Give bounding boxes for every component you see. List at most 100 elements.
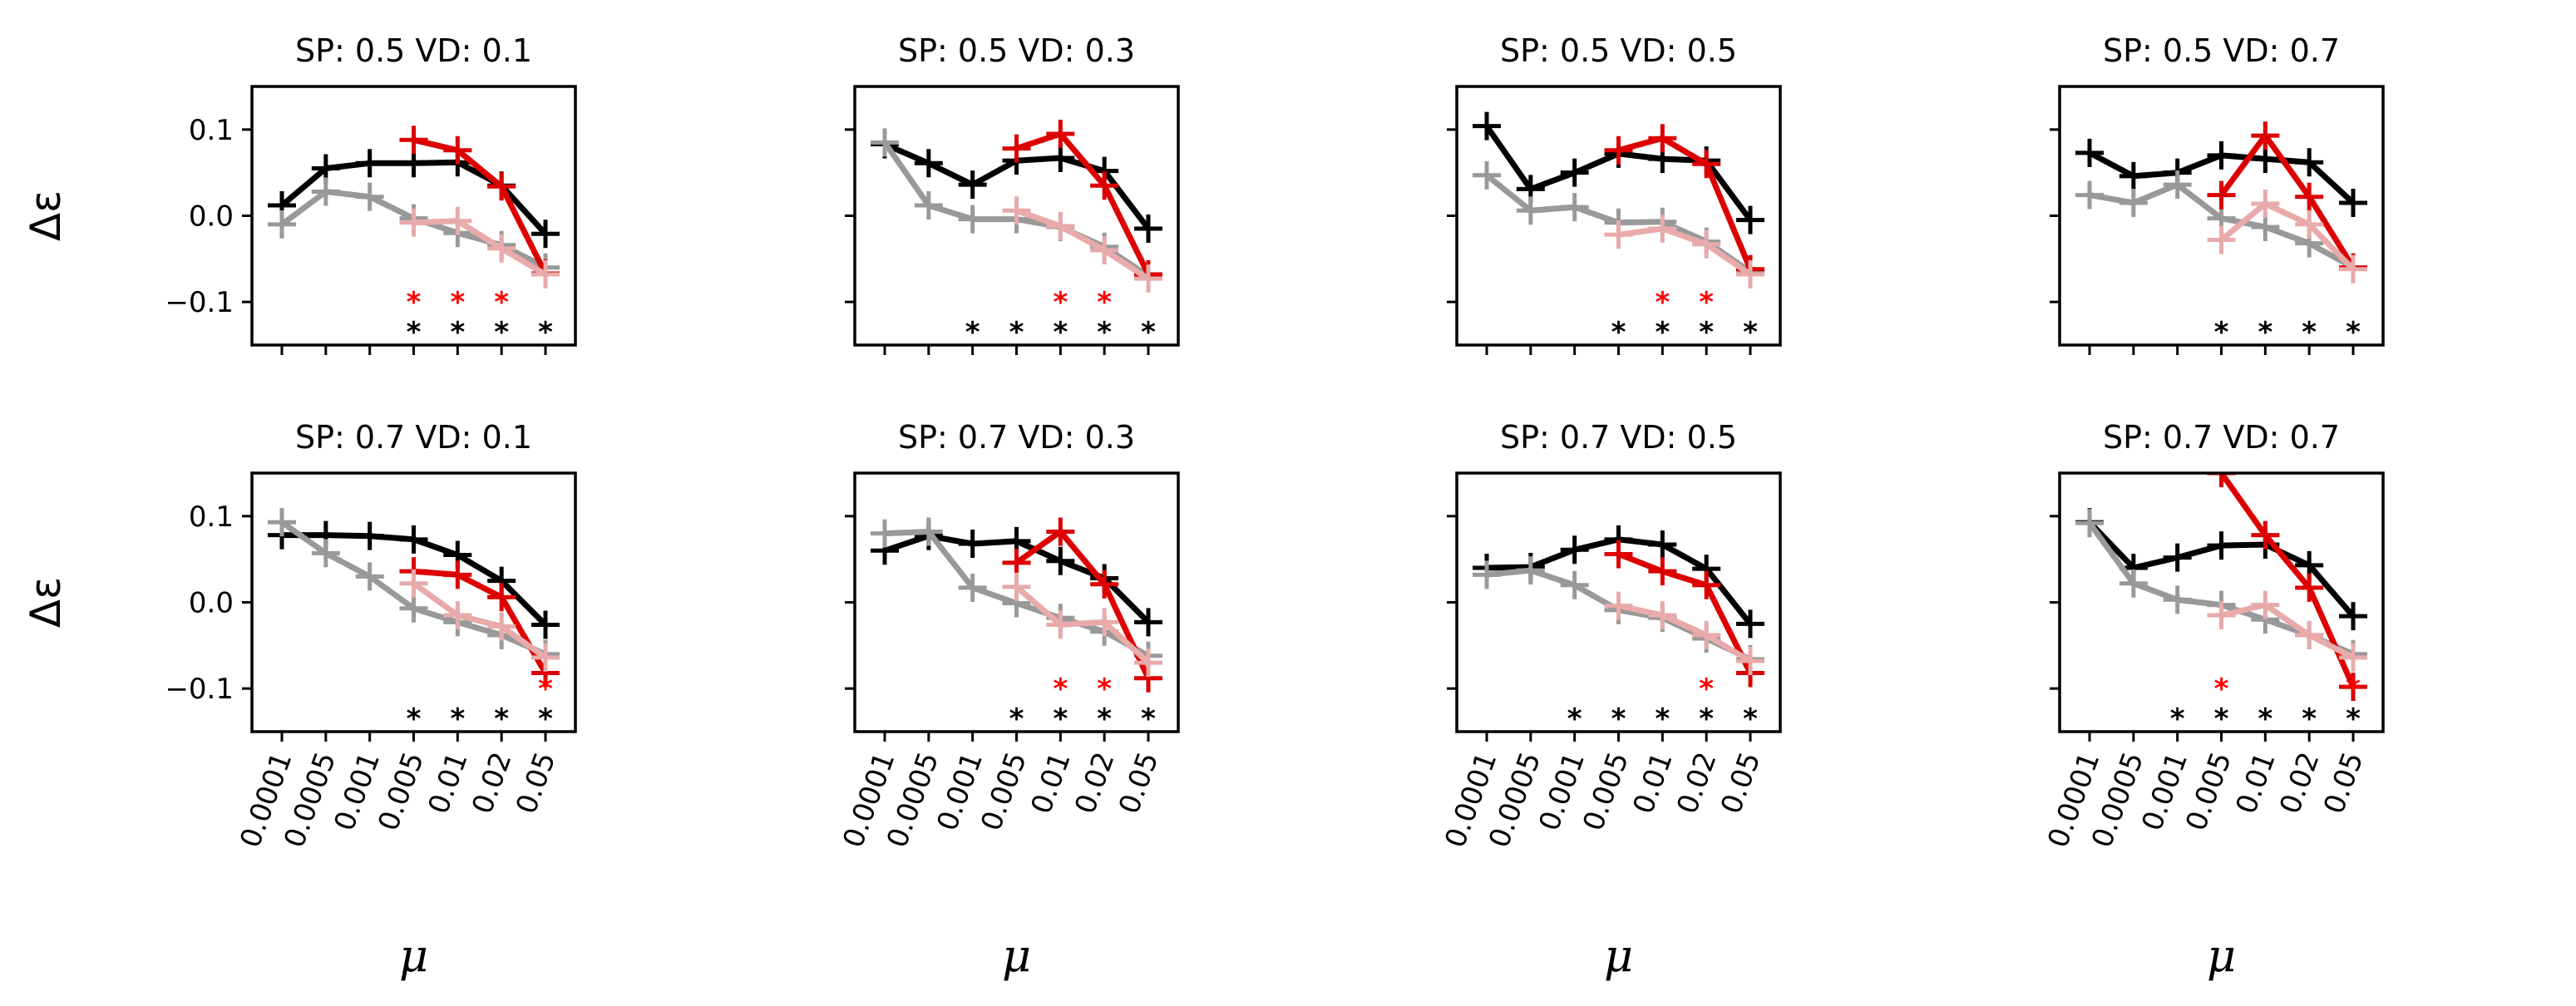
significance-star-black: *: [1053, 316, 1068, 349]
subplot-title: SP: 0.5 VD: 0.3: [898, 32, 1135, 69]
data-point-marker: [1090, 570, 1119, 599]
data-point-marker: [1046, 211, 1075, 240]
series-line-pink_series: [1617, 603, 1752, 664]
data-point-marker: [2295, 573, 2324, 602]
data-point-marker: [268, 508, 296, 537]
plot-area: [1473, 525, 1764, 688]
significance-star-black: *: [2258, 316, 2273, 349]
significance-star-red: *: [1655, 286, 1670, 319]
data-point-marker: [2207, 141, 2236, 170]
subplot-title: SP: 0.5 VD: 0.5: [1500, 32, 1737, 69]
series-line-pink_series: [1015, 207, 1150, 282]
data-point-marker: [1560, 158, 1589, 187]
significance-star-black: *: [1743, 316, 1758, 349]
significance-star-black: *: [2346, 316, 2361, 349]
significance-star-black: *: [1141, 316, 1156, 349]
subplot-title: SP: 0.5 VD: 0.1: [295, 32, 532, 69]
data-point-marker: [1736, 609, 1764, 639]
data-point-marker: [914, 517, 943, 546]
significance-star-black: *: [2214, 316, 2229, 349]
significance-star-black: *: [2302, 316, 2317, 349]
subplot-2: SP: 0.5 VD: 0.3* ** * * * *: [845, 32, 1180, 355]
significance-star-black: *: [407, 703, 422, 736]
significance-star-red: *: [538, 673, 553, 706]
significance-star-black: *: [965, 316, 980, 349]
significance-star-red: *: [1097, 286, 1112, 319]
plot-area: [2075, 473, 2367, 702]
data-point-marker: [2295, 620, 2324, 649]
data-point-marker: [1692, 620, 1721, 649]
x-axis-label: μ: [2207, 930, 2236, 982]
significance-star-black: *: [2258, 703, 2273, 736]
data-point-marker: [1090, 608, 1119, 637]
data-point-marker: [1134, 264, 1162, 293]
data-point-marker: [2339, 643, 2367, 672]
data-point-marker: [1046, 517, 1075, 546]
plot-frame: [1455, 471, 1782, 733]
data-point-marker: [487, 612, 516, 641]
series-line-red_series: [1617, 551, 1754, 675]
subplot-title: SP: 0.5 VD: 0.7: [2103, 32, 2340, 69]
data-point-marker: [355, 521, 384, 550]
data-point-marker: [2339, 602, 2367, 631]
data-point-marker: [443, 601, 472, 630]
data-point-marker: [2119, 161, 2148, 190]
data-point-marker: [1648, 557, 1677, 586]
significance-star-red: *: [450, 286, 465, 319]
series-line-red_series: [2218, 132, 2356, 269]
data-point-marker: [1516, 196, 1545, 225]
series-line-red_series: [412, 136, 549, 275]
data-point-marker: [1046, 610, 1075, 639]
data-point-marker: [531, 610, 560, 639]
data-point-marker: [2339, 254, 2367, 284]
x-axis-label: μ: [1604, 930, 1633, 982]
series-line-red_series: [413, 568, 549, 675]
significance-star-red: *: [1097, 673, 1112, 706]
data-point-marker: [2207, 601, 2236, 630]
subplot-title: SP: 0.7 VD: 0.3: [898, 419, 1135, 456]
significance-star-black: *: [1655, 316, 1670, 349]
series-line-red_series: [1617, 135, 1754, 271]
significance-star-black: *: [1567, 703, 1582, 736]
plot-frame: [1455, 85, 1782, 347]
data-point-marker: [443, 206, 472, 235]
data-point-marker: [1692, 570, 1721, 599]
significance-star-red: *: [2346, 673, 2361, 706]
data-point-marker: [1046, 546, 1075, 575]
plot-area: [1473, 111, 1764, 288]
series-line-red_series: [1015, 131, 1152, 276]
y-axis-label: Δε: [22, 577, 70, 628]
significance-star-black: *: [1611, 316, 1626, 349]
significance-star-black: *: [1097, 703, 1112, 736]
series-line-pink_series: [1014, 584, 1151, 665]
data-point-marker: [1473, 111, 1501, 141]
x-axis-label: μ: [1002, 930, 1031, 982]
series-line-red_series: [2218, 473, 2356, 688]
data-point-marker: [2251, 189, 2280, 218]
plot-area: [871, 517, 1162, 693]
significance-star-black: *: [1009, 316, 1024, 349]
data-point-marker: [2339, 673, 2367, 702]
data-point-marker: [1560, 535, 1589, 565]
data-point-marker: [1648, 530, 1677, 560]
data-point-marker: [531, 643, 560, 672]
data-point-marker: [2075, 509, 2104, 538]
data-point-marker: [443, 136, 472, 165]
plot-area: [2075, 121, 2367, 284]
data-point-marker: [2251, 520, 2280, 550]
data-point-marker: [2207, 473, 2236, 487]
data-point-marker: [355, 149, 384, 178]
data-point-marker: [958, 530, 987, 559]
data-point-marker: [871, 128, 899, 157]
plot-area: [871, 120, 1162, 293]
data-point-marker: [531, 219, 560, 249]
data-point-marker: [399, 594, 428, 623]
data-point-marker: [2119, 188, 2148, 217]
data-point-marker: [1736, 259, 1764, 288]
data-point-marker: [399, 569, 428, 598]
data-point-marker: [2207, 225, 2236, 254]
significance-star-red: *: [494, 286, 509, 319]
significance-star-black: *: [1743, 703, 1758, 736]
significance-star-black: *: [1655, 703, 1670, 736]
